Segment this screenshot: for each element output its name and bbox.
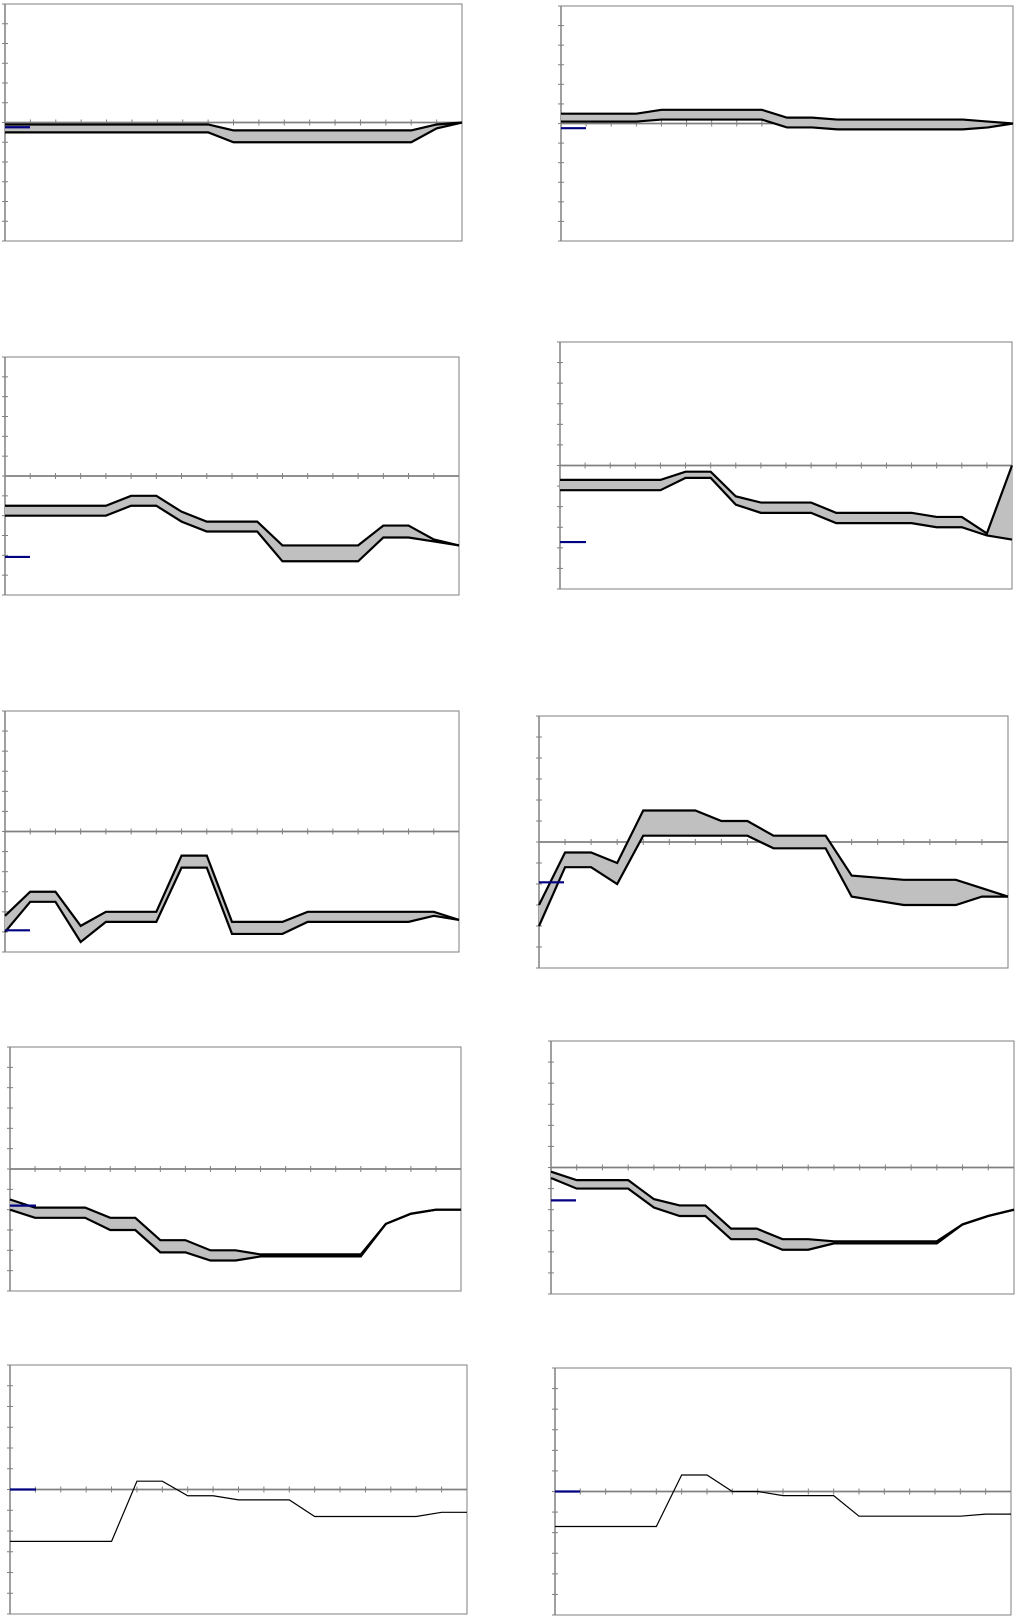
band-lower-line: [9, 1208, 461, 1262]
band-upper-line: [5, 494, 460, 547]
band-area: [5, 855, 459, 942]
band-area: [5, 122, 462, 143]
band-upper-line: [5, 121, 463, 132]
band-upper-line: [9, 1198, 461, 1256]
band-lower-line: [561, 118, 1014, 131]
band-area: [561, 109, 1013, 130]
series-line: [555, 1474, 1011, 1528]
band-lower-line: [560, 476, 1013, 541]
series-line: [10, 1480, 467, 1542]
band-upper-line: [560, 465, 1014, 536]
band-upper-line: [550, 1170, 1015, 1243]
band-upper-line: [538, 809, 1009, 906]
band-lower-line: [5, 504, 460, 563]
band-lower-line: [550, 1177, 1015, 1251]
band-lower-line: [5, 121, 463, 144]
band-lower-line: [537, 834, 1008, 927]
band-upper-line: [4, 854, 460, 928]
band-area: [5, 495, 459, 562]
band-area: [539, 810, 1008, 926]
band-lower-line: [4, 866, 460, 944]
band-upper-line: [561, 108, 1014, 125]
